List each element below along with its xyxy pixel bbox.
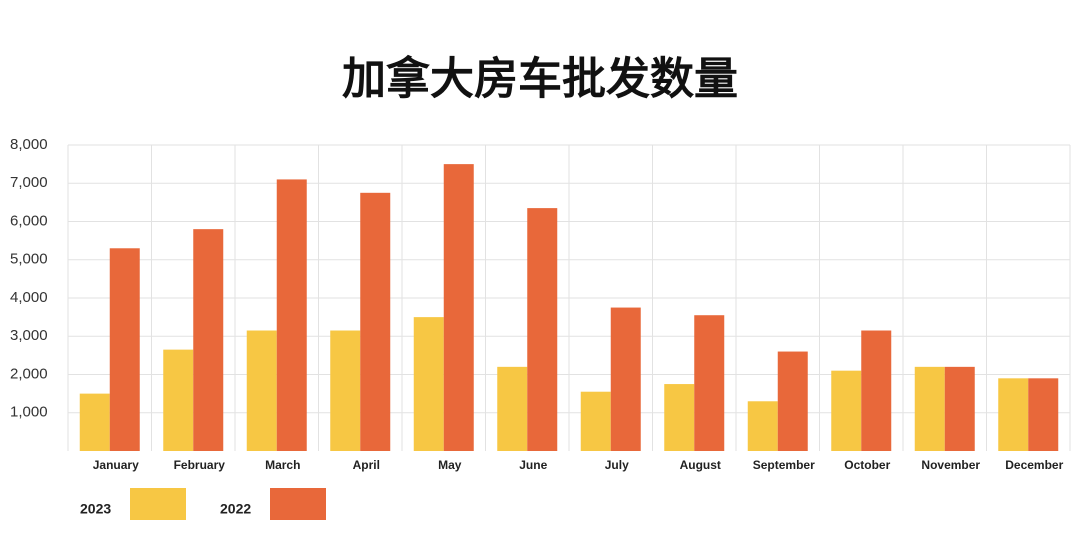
bar bbox=[193, 229, 224, 451]
bar bbox=[580, 391, 611, 451]
y-tick-label: 3,000 bbox=[10, 327, 48, 344]
bar bbox=[1028, 378, 1059, 451]
bar bbox=[443, 164, 474, 451]
x-tick-label: January bbox=[93, 458, 139, 472]
x-tick-label: February bbox=[174, 458, 226, 472]
bar bbox=[664, 384, 695, 451]
bar bbox=[330, 330, 361, 451]
bar bbox=[777, 351, 808, 451]
bar bbox=[413, 317, 444, 451]
y-tick-label: 1,000 bbox=[10, 404, 48, 421]
legend-swatch bbox=[270, 488, 326, 520]
bar bbox=[109, 248, 140, 451]
bar bbox=[610, 307, 641, 451]
bar bbox=[163, 349, 194, 451]
bar bbox=[944, 366, 975, 451]
bar bbox=[276, 179, 307, 452]
x-tick-label: August bbox=[680, 458, 721, 472]
bar bbox=[998, 378, 1029, 451]
bar bbox=[527, 208, 558, 451]
x-tick-label: March bbox=[265, 458, 300, 472]
y-tick-label: 2,000 bbox=[10, 365, 48, 382]
bar bbox=[246, 330, 277, 451]
bar bbox=[831, 370, 862, 451]
bar bbox=[914, 366, 945, 451]
bar bbox=[747, 401, 778, 451]
x-tick-label: October bbox=[844, 458, 890, 472]
bar bbox=[497, 366, 528, 451]
bar bbox=[360, 192, 391, 451]
bar bbox=[79, 393, 110, 451]
x-tick-label: December bbox=[1005, 458, 1063, 472]
legend-swatch bbox=[130, 488, 186, 520]
bar bbox=[861, 330, 892, 451]
x-tick-label: April bbox=[353, 458, 380, 472]
bar bbox=[694, 315, 725, 451]
x-tick-label: November bbox=[921, 458, 980, 472]
x-tick-label: September bbox=[753, 458, 815, 472]
chart-title: 加拿大房车批发数量 bbox=[342, 54, 738, 104]
x-tick-label: June bbox=[519, 458, 547, 472]
y-tick-label: 4,000 bbox=[10, 289, 48, 306]
y-tick-label: 5,000 bbox=[10, 251, 48, 268]
legend-label: 2022 bbox=[220, 501, 251, 517]
y-tick-label: 6,000 bbox=[10, 212, 48, 229]
y-tick-label: 7,000 bbox=[10, 174, 48, 191]
legend-label: 2023 bbox=[80, 501, 111, 517]
x-tick-label: May bbox=[438, 458, 462, 472]
y-tick-label: 8,000 bbox=[10, 136, 48, 153]
x-tick-label: July bbox=[605, 458, 629, 472]
